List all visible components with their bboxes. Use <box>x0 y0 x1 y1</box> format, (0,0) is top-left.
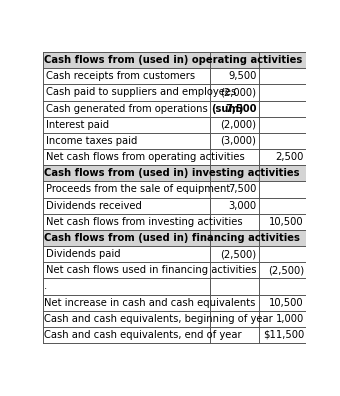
Text: Cash generated from operations: Cash generated from operations <box>47 104 211 114</box>
Bar <box>42 133 306 149</box>
Text: Net cash flows used in financing activities: Net cash flows used in financing activit… <box>47 265 257 275</box>
Bar <box>42 198 306 214</box>
Text: Cash receipts from customers: Cash receipts from customers <box>47 71 196 81</box>
Text: Cash flows from (used in) investing activities: Cash flows from (used in) investing acti… <box>44 168 300 178</box>
Bar <box>42 311 306 327</box>
Bar <box>42 181 306 198</box>
Bar <box>42 68 306 84</box>
Bar <box>42 214 306 230</box>
Bar <box>42 278 306 295</box>
Text: Cash flows from (used in) financing activities: Cash flows from (used in) financing acti… <box>44 233 300 243</box>
Bar <box>42 52 306 68</box>
Text: 10,500: 10,500 <box>269 217 304 227</box>
Text: 2,500: 2,500 <box>275 152 304 162</box>
Text: .: . <box>44 282 47 291</box>
Bar <box>42 295 306 311</box>
Bar <box>42 117 306 133</box>
Text: Dividends received: Dividends received <box>47 201 142 211</box>
Text: Interest paid: Interest paid <box>47 120 109 130</box>
Text: Net cash flows from operating activities: Net cash flows from operating activities <box>47 152 245 162</box>
Text: Proceeds from the sale of equipment: Proceeds from the sale of equipment <box>47 185 231 194</box>
Text: Net increase in cash and cash equivalents: Net increase in cash and cash equivalent… <box>44 297 255 308</box>
Text: (3,000): (3,000) <box>221 136 256 146</box>
Bar <box>42 165 306 181</box>
Text: 1,000: 1,000 <box>276 314 304 324</box>
Text: 7,500: 7,500 <box>228 185 256 194</box>
Bar <box>42 327 306 343</box>
Text: Cash paid to suppliers and employees: Cash paid to suppliers and employees <box>47 88 237 97</box>
Text: Cash and cash equivalents, end of year: Cash and cash equivalents, end of year <box>44 330 242 340</box>
Text: $11,500: $11,500 <box>262 330 304 340</box>
Text: Dividends paid: Dividends paid <box>47 249 121 259</box>
Text: 7,500: 7,500 <box>225 104 256 114</box>
Text: (2,500): (2,500) <box>220 249 256 259</box>
Bar <box>42 246 306 262</box>
Text: 9,500: 9,500 <box>228 71 256 81</box>
Bar <box>42 84 306 101</box>
Text: 10,500: 10,500 <box>269 297 304 308</box>
Text: Cash and cash equivalents, beginning of year: Cash and cash equivalents, beginning of … <box>44 314 273 324</box>
Text: 3,000: 3,000 <box>228 201 256 211</box>
Text: Net cash flows from investing activities: Net cash flows from investing activities <box>47 217 243 227</box>
Bar <box>42 149 306 165</box>
Bar <box>42 262 306 278</box>
Text: (2,000): (2,000) <box>220 120 256 130</box>
Text: (2,500): (2,500) <box>268 265 304 275</box>
Bar <box>42 101 306 117</box>
Text: Income taxes paid: Income taxes paid <box>47 136 138 146</box>
Text: (sum): (sum) <box>211 104 244 114</box>
Text: (2,000): (2,000) <box>220 88 256 97</box>
Bar <box>42 230 306 246</box>
Text: Cash flows from (used in) operating activities: Cash flows from (used in) operating acti… <box>44 55 302 65</box>
